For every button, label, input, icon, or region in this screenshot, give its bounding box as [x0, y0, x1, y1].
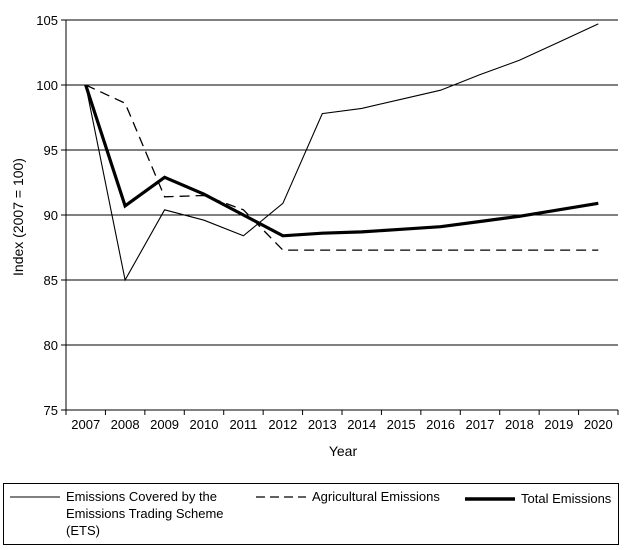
line-chart: 75 80 85 90 95 100 105 2007 2008 2009 2010 2011 201…: [10, 13, 619, 459]
legend-label-ets-line1: Emissions Covered by the: [66, 489, 218, 504]
x-tick-label-2017: 2017: [466, 417, 495, 432]
legend: Emissions Covered by the Emissions Tradi…: [3, 483, 619, 545]
legend-label-ets-line3: (ETS): [66, 523, 100, 538]
x-tick-label-2008: 2008: [111, 417, 140, 432]
y-tick-label-100: 100: [36, 78, 58, 93]
x-tick-label-2016: 2016: [426, 417, 455, 432]
x-tick-label-2013: 2013: [308, 417, 337, 432]
legend-swatch-thick-line: [465, 497, 515, 501]
x-tick-label-2014: 2014: [347, 417, 376, 432]
y-tick-label-75: 75: [44, 403, 58, 418]
gridlines: [66, 19, 618, 346]
x-tick-label-2020: 2020: [584, 417, 613, 432]
y-tick-label-90: 90: [44, 208, 58, 223]
x-tick-label-2015: 2015: [387, 417, 416, 432]
x-tick-label-2010: 2010: [190, 417, 219, 432]
y-tick-label-95: 95: [44, 143, 58, 158]
legend-item-agricultural: Agricultural Emissions: [256, 488, 440, 505]
series-total-line: [84, 84, 599, 238]
series-agricultural-line: [85, 84, 599, 251]
legend-label-total: Total Emissions: [521, 491, 612, 506]
x-tick-label-2019: 2019: [544, 417, 573, 432]
series-lines: [84, 23, 599, 282]
x-axis-title: Year: [329, 443, 358, 459]
legend-label-agricultural: Agricultural Emissions: [312, 489, 440, 504]
legend-item-ets: Emissions Covered by the Emissions Tradi…: [10, 488, 224, 539]
x-tick-label-2009: 2009: [150, 417, 179, 432]
y-tick-label-105: 105: [36, 13, 58, 28]
x-tick-label-2012: 2012: [268, 417, 297, 432]
series-ets-line: [85, 23, 599, 282]
x-tick-label-2018: 2018: [505, 417, 534, 432]
legend-label-ets: Emissions Covered by the Emissions Tradi…: [66, 488, 224, 539]
y-tick-labels: 75 80 85 90 95 100 105: [36, 13, 58, 418]
axes: [61, 19, 619, 415]
legend-label-ets-line2: Emissions Trading Scheme: [66, 506, 224, 521]
y-axis-title: Index (2007 = 100): [10, 158, 26, 276]
x-tick-label-2011: 2011: [229, 417, 257, 432]
legend-swatch-thin-line: [10, 496, 60, 498]
y-tick-label-85: 85: [44, 273, 58, 288]
y-tick-label-80: 80: [44, 338, 58, 353]
legend-item-total: Total Emissions: [465, 490, 611, 507]
x-tick-labels: 2007 2008 2009 2010 2011 2012 2013 2014 2015 2016…: [71, 417, 612, 432]
legend-swatch-dashed-line: [256, 496, 306, 498]
x-tick-label-2007: 2007: [71, 417, 100, 432]
